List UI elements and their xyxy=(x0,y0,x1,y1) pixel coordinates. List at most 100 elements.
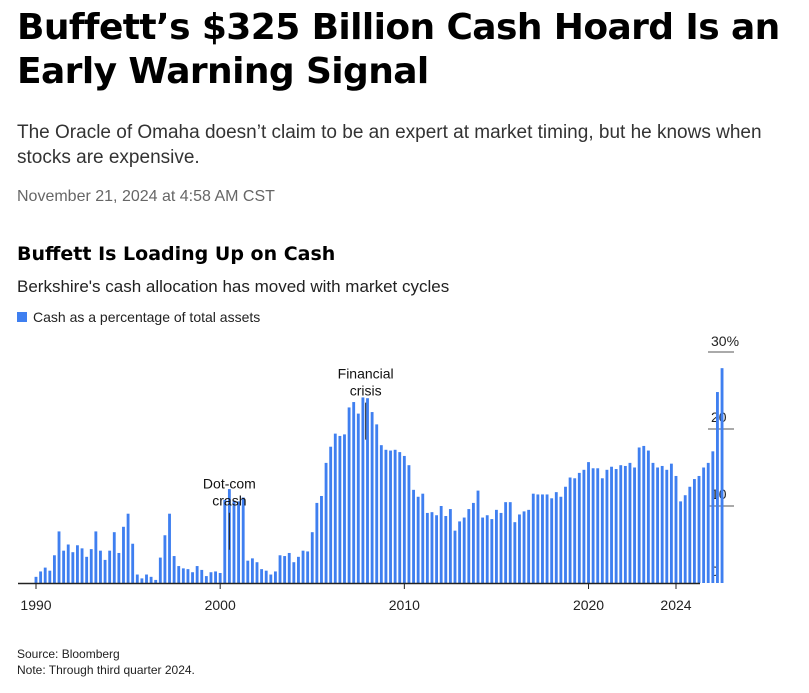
bar xyxy=(642,445,646,583)
bar xyxy=(458,521,462,583)
dateline: November 21, 2024 at 4:58 AM CST xyxy=(17,188,275,205)
bar xyxy=(623,465,627,583)
bar xyxy=(186,569,190,583)
bar xyxy=(628,462,632,583)
bar xyxy=(214,571,217,583)
bar xyxy=(347,407,351,583)
bar xyxy=(62,550,66,583)
bar xyxy=(633,467,636,583)
dek: The Oracle of Omaha doesn’t claim to be … xyxy=(17,122,762,168)
bar xyxy=(439,506,443,583)
bar xyxy=(158,557,162,583)
bar xyxy=(191,572,194,583)
bar xyxy=(260,569,264,583)
bar xyxy=(306,551,310,583)
bar xyxy=(320,495,323,583)
bar xyxy=(85,556,89,583)
bar xyxy=(209,572,213,583)
bar xyxy=(619,465,623,583)
bar xyxy=(425,512,429,583)
bar xyxy=(223,499,227,583)
legend: Cash as a percentage of total assets xyxy=(17,309,260,325)
bar xyxy=(379,445,383,583)
bar xyxy=(522,511,526,583)
x-tick-label: 2024 xyxy=(660,597,691,613)
bar xyxy=(370,412,374,583)
bar xyxy=(366,398,369,583)
bar xyxy=(564,486,567,583)
y-tick-label: 20 xyxy=(711,409,727,425)
x-tick-label: 2020 xyxy=(573,597,604,613)
bar xyxy=(89,549,93,583)
bar xyxy=(131,543,135,583)
bar xyxy=(568,477,572,583)
bar xyxy=(610,466,613,583)
bar xyxy=(716,392,719,583)
bar xyxy=(600,478,604,583)
bar xyxy=(527,509,531,583)
bar xyxy=(398,452,402,583)
x-tick-label: 1990 xyxy=(20,597,51,613)
bar xyxy=(338,435,342,583)
bar xyxy=(264,570,268,583)
bar xyxy=(329,446,333,583)
bar xyxy=(587,462,590,583)
bar xyxy=(71,552,75,583)
bar xyxy=(287,552,291,583)
bar xyxy=(269,574,273,583)
bar xyxy=(471,502,475,583)
bar xyxy=(541,494,544,583)
bar xyxy=(453,530,457,583)
bar xyxy=(596,468,600,583)
bar xyxy=(177,566,181,583)
bar xyxy=(577,472,581,583)
bar xyxy=(112,532,116,583)
y-tick-label: 0 xyxy=(711,563,719,579)
bar xyxy=(462,517,466,583)
bar xyxy=(656,467,660,583)
bar xyxy=(168,513,171,583)
annotation-label: Financial xyxy=(338,366,394,382)
annotation-label: crisis xyxy=(350,383,382,399)
bar xyxy=(637,447,641,583)
bar xyxy=(39,571,43,583)
bar xyxy=(246,560,250,583)
bar xyxy=(481,517,485,583)
bar xyxy=(43,567,47,583)
bar xyxy=(665,469,669,583)
bar xyxy=(384,449,388,583)
bar xyxy=(407,465,411,583)
bar xyxy=(292,562,296,583)
bar xyxy=(122,526,125,583)
bar xyxy=(692,479,696,583)
bar xyxy=(117,552,121,583)
bar xyxy=(393,449,397,583)
bar xyxy=(559,496,563,583)
bar xyxy=(241,497,245,583)
bar xyxy=(435,515,438,583)
bar xyxy=(145,574,148,583)
bar xyxy=(518,514,521,583)
bar xyxy=(614,469,618,583)
bar xyxy=(195,566,199,583)
bar-chart: 0102030%19902000201020202024Dot-comcrash… xyxy=(18,333,739,613)
bar xyxy=(315,502,319,583)
headline: Buffett’s $325 Billion Cash Hoard Is an … xyxy=(17,7,780,92)
bar xyxy=(476,490,480,583)
bar xyxy=(702,467,706,583)
bar xyxy=(200,569,204,583)
bar xyxy=(163,535,167,583)
bar xyxy=(352,402,356,583)
annotation-label: crash xyxy=(212,493,246,509)
bar xyxy=(375,424,379,583)
bar xyxy=(250,558,254,583)
annotation-label: Dot-com xyxy=(203,476,256,492)
bar xyxy=(669,463,673,583)
bar xyxy=(688,486,692,583)
x-tick-label: 2000 xyxy=(205,597,236,613)
bar xyxy=(660,465,664,583)
bar xyxy=(448,509,452,583)
bar xyxy=(232,500,236,583)
bar xyxy=(697,475,701,583)
bar xyxy=(467,509,471,583)
